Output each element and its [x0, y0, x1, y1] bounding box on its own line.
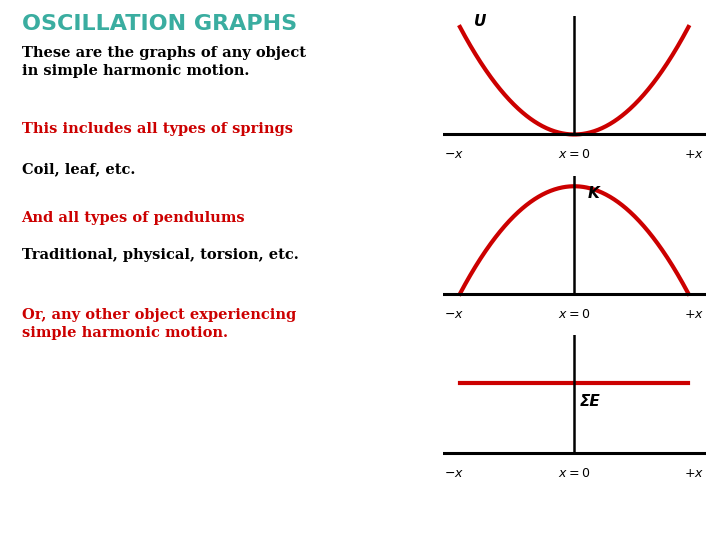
Text: K: K: [588, 186, 599, 201]
Text: U: U: [474, 15, 487, 29]
Text: $-x$: $-x$: [444, 308, 464, 321]
Text: These are the graphs of any object
in simple harmonic motion.: These are the graphs of any object in si…: [22, 46, 305, 78]
Text: $-x$: $-x$: [444, 467, 464, 480]
Text: $x = 0$: $x = 0$: [558, 148, 590, 161]
Text: OSCILLATION GRAPHS: OSCILLATION GRAPHS: [22, 14, 297, 33]
Text: $+x$: $+x$: [684, 467, 704, 480]
Text: $-x$: $-x$: [444, 148, 464, 161]
Text: ΣE: ΣE: [580, 394, 600, 409]
Text: $x = 0$: $x = 0$: [558, 308, 590, 321]
Text: $+x$: $+x$: [684, 148, 704, 161]
Text: And all types of pendulums: And all types of pendulums: [22, 211, 246, 225]
Text: This includes all types of springs: This includes all types of springs: [22, 122, 292, 136]
Text: Or, any other object experiencing
simple harmonic motion.: Or, any other object experiencing simple…: [22, 308, 296, 340]
Text: $x = 0$: $x = 0$: [558, 467, 590, 480]
Text: Traditional, physical, torsion, etc.: Traditional, physical, torsion, etc.: [22, 248, 298, 262]
Text: $+x$: $+x$: [684, 308, 704, 321]
Text: Coil, leaf, etc.: Coil, leaf, etc.: [22, 162, 135, 176]
